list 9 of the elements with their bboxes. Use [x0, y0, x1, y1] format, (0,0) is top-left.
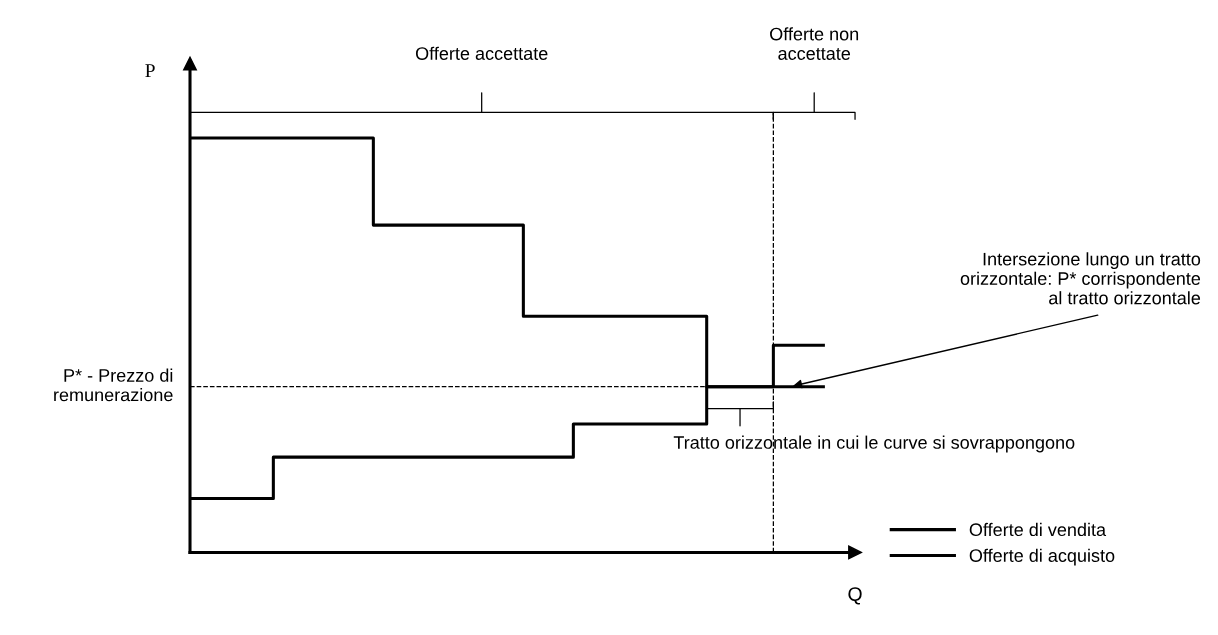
text: Offerte non accettate [770, 27, 859, 60]
legend-label: Offerte di vendita [969, 522, 1107, 537]
annotation: Tratto orizzontale in cui le curve si sovrappongono [673, 435, 1075, 453]
text: Offerte accettate [415, 46, 548, 60]
legend-label: Offerte di acquisto [969, 548, 1115, 566]
text: Intersezione lungo un tratto orizzontale: P* corrispondente al tratto orizzontale [960, 252, 1201, 305]
x-axis-title: Q [848, 587, 862, 605]
y-axis-title: P [145, 64, 155, 77]
ref-line-label: P* - Prezzo di remunerazione [54, 368, 173, 402]
